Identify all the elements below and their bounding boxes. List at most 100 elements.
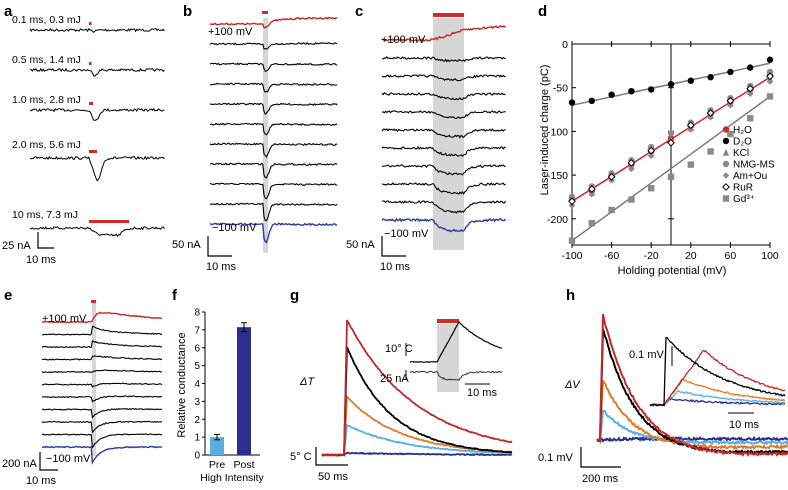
panel-d-point (746, 84, 755, 93)
panel-d-point (568, 99, 576, 106)
panel-label-b: b (183, 3, 192, 20)
panel-b-bottom-label: −100 mV (212, 222, 257, 234)
trace-line (41, 369, 162, 374)
panel-d-axes: -100 -60 -20 20 60 100 0 -50 -100 -150 -200 (547, 39, 779, 262)
panel-a-trace (29, 107, 165, 121)
panel-d-point (607, 172, 616, 181)
panel-d-point (648, 86, 655, 93)
panel-f-category-sub: High Intensity (200, 472, 264, 484)
trace-line (209, 62, 338, 72)
panel-h-inset-trace (649, 349, 786, 407)
panel-a-pulse-marker (89, 62, 92, 65)
panel-d-point (628, 165, 635, 173)
trace-line (209, 182, 338, 200)
panel-c-traces (381, 24, 507, 233)
panel-d-legend-label: Am+Ou (733, 171, 767, 182)
panel-d-legend-label: Gd³⁺ (733, 194, 755, 205)
panel-h-scale-x: 200 ms (582, 473, 619, 485)
panel-d-point (707, 114, 714, 121)
panel-d-legend-label: NMG-MS (733, 160, 775, 171)
panel-g-trace (321, 451, 513, 457)
panel-d-point (628, 196, 635, 203)
trace-line (42, 355, 163, 361)
panel-d-y-tick-label: -150 (547, 170, 568, 182)
panel-label-c: c (355, 3, 363, 20)
panel-g-inset-scale-t: 10° C (385, 343, 413, 355)
trace-line (41, 420, 163, 434)
panel-d-legend-label: RuR (733, 183, 753, 194)
panel-f-y-tick-label: 2 (194, 415, 200, 426)
panel-c: c +100 mV −100 mV 50 nA 10 ms (346, 3, 507, 273)
panel-d-legend-label: KCl (733, 148, 749, 159)
panel-d-point (747, 115, 754, 122)
panel-d-point (727, 101, 734, 109)
panel-label-h: h (566, 287, 575, 304)
panel-c-scale-y: 50 nA (346, 239, 375, 251)
panel-d-point (727, 130, 734, 138)
panel-d-x-tick-label: 20 (685, 250, 697, 262)
panel-a-pulse-marker (89, 220, 129, 223)
trace-line (209, 202, 338, 222)
panel-g-inset-laser (437, 319, 459, 323)
panel-c-scale-x: 10 ms (380, 261, 410, 273)
trace-line (381, 164, 506, 176)
trace-line (41, 325, 163, 336)
panel-d-point (687, 126, 694, 133)
panel-e-top-label: +100 mV (42, 313, 87, 325)
panel-a-pulse-marker (89, 102, 93, 105)
panel-b: b +100 mV −100 mV 50 nA 10 ms (172, 3, 338, 273)
trace-line (209, 162, 338, 179)
panel-d-x-tick-label: -20 (644, 250, 659, 262)
trace-line (41, 433, 163, 449)
panel-h-inset-scale-y: 0.1 mV (629, 349, 665, 361)
panel-d-legend-marker (722, 148, 730, 156)
panel-d-y-tick-label: -50 (553, 83, 568, 95)
panel-d-x-tick-label: 60 (725, 250, 737, 262)
panel-d-point (648, 152, 655, 160)
panel-h-scale-bar (580, 447, 621, 468)
panel-d-y-tick-label: 0 (562, 39, 568, 51)
trace-line (381, 217, 507, 233)
panel-d-point (667, 81, 675, 88)
trace-line (209, 122, 338, 136)
panel-d-ylabel: Laser-induced charge (pC) (539, 65, 551, 196)
panel-d-point (647, 146, 656, 155)
panel-d-point (766, 68, 774, 76)
panel-d-point (766, 93, 774, 100)
panel-e-laser-window (92, 301, 96, 456)
panel-d-y-tick-label: -200 (547, 214, 568, 226)
panel-g-inset-scale-i: 25 nA (380, 373, 409, 385)
panel-e-traces (41, 311, 163, 465)
panel-d-point (648, 184, 655, 192)
panel-f-category: Pre (209, 459, 226, 471)
trace-line (381, 74, 506, 82)
trace-line (41, 395, 163, 403)
panel-d-legend-label: H₂O (733, 125, 752, 136)
trace-line (209, 222, 338, 244)
panel-f-y-tick-label: 8 (194, 308, 200, 319)
panel-g-inset-window (437, 324, 459, 392)
panel-g-scale-bar (315, 447, 348, 466)
panel-d-legend-marker (722, 195, 730, 202)
panel-g-inset-current (409, 370, 503, 381)
panel-d-point (707, 148, 714, 155)
panel-b-top-label: +100 mV (208, 26, 253, 38)
panel-g-trace (321, 423, 513, 457)
trace-line (382, 200, 507, 214)
trace-line (41, 382, 163, 388)
panel-d-point (627, 158, 636, 167)
panel-e-scale-bar (39, 452, 58, 471)
panel-h-inset-scale-x: 10 ms (729, 419, 759, 431)
panel-h-inset (647, 328, 787, 414)
panel-d-point (766, 78, 774, 85)
panel-d-point (727, 68, 734, 76)
panel-a-trace (29, 27, 165, 33)
panel-h-traces (596, 313, 788, 457)
trace-line (381, 145, 506, 158)
panel-d-fit-line (571, 95, 771, 242)
panel-d-legend-marker (722, 183, 730, 191)
panel-label-a: a (4, 3, 13, 20)
panel-e-scale-y: 200 nA (2, 458, 38, 470)
trace-line (41, 311, 163, 324)
